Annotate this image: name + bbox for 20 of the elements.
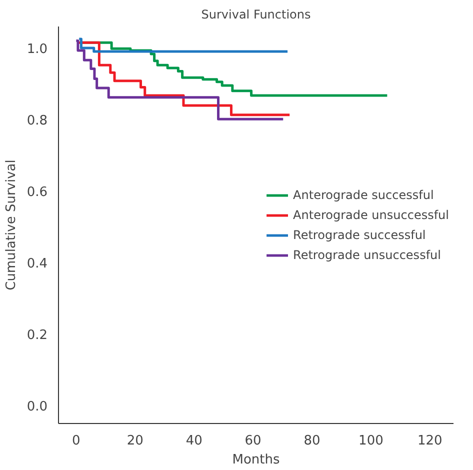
x-tick-label: 0: [72, 434, 80, 448]
y-tick-label: 0.8: [26, 113, 48, 128]
y-tick-label: 1.0: [26, 42, 48, 57]
x-tick-label: 120: [418, 434, 442, 448]
y-tick-label: 0.6: [26, 185, 48, 200]
legend-label: Anterograde unsuccessful: [293, 208, 449, 222]
y-tick-label: 0.2: [26, 328, 48, 344]
legend-label: Retrograde successful: [293, 228, 426, 242]
y-axis-title: Cumulative Survival: [4, 160, 19, 290]
x-tick-label: 20: [126, 434, 144, 448]
x-tick-label: 80: [304, 434, 320, 448]
x-tick-label: 100: [358, 434, 384, 448]
x-axis-title: Months: [232, 452, 280, 468]
chart-title: Survival Functions: [201, 8, 311, 22]
legend-label: Retrograde unsuccessful: [293, 248, 441, 262]
y-tick-label: 0.0: [26, 400, 48, 415]
x-tick-label: 60: [244, 434, 262, 448]
x-tick-label: 40: [186, 434, 202, 448]
y-tick-label: 0.4: [26, 256, 48, 272]
legend-label: Anterograde successful: [293, 188, 434, 202]
